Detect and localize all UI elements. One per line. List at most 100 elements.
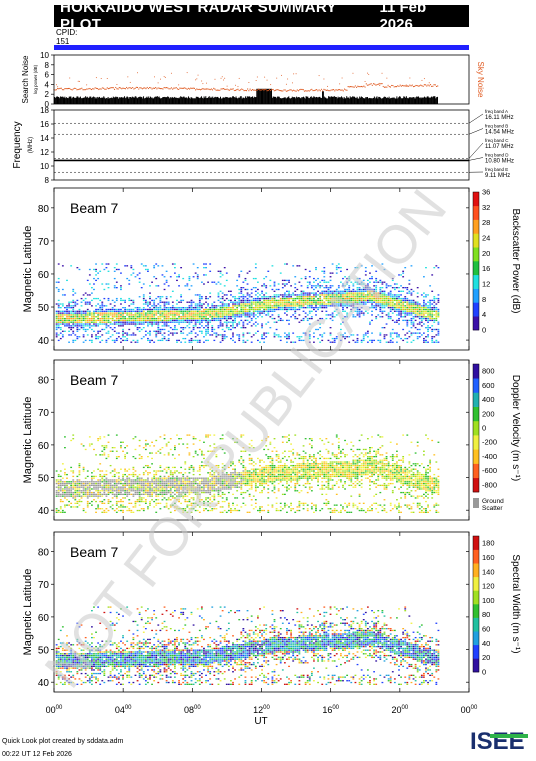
search-noise-bar xyxy=(430,96,432,104)
heatmap-cell xyxy=(427,321,429,323)
sky-noise-point xyxy=(124,88,127,90)
heatmap-cell xyxy=(165,317,168,320)
heatmap-cell xyxy=(88,317,91,320)
search-noise-bar xyxy=(326,98,328,104)
heatmap-cell xyxy=(140,490,143,492)
heatmap-cell xyxy=(188,477,191,479)
heatmap-cell xyxy=(294,276,297,278)
heatmap-cell xyxy=(59,307,62,309)
heatmap-cell xyxy=(184,319,187,322)
heatmap-cell xyxy=(128,334,131,336)
heatmap-cell xyxy=(364,310,367,312)
heatmap-cell xyxy=(232,312,234,314)
heatmap-cell xyxy=(344,290,346,292)
sky-noise-point xyxy=(210,88,212,90)
heatmap-cell xyxy=(97,323,100,325)
heatmap-cell xyxy=(61,495,64,497)
heatmap-cell xyxy=(130,493,133,496)
heatmap-cell xyxy=(306,294,309,296)
heatmap-cell xyxy=(138,488,141,490)
heatmap-cell xyxy=(140,263,143,265)
heatmap-cell xyxy=(321,299,324,302)
heatmap-cell xyxy=(292,292,295,294)
heatmap-cell xyxy=(194,303,197,305)
heatmap-cell xyxy=(78,314,81,316)
search-noise-bar xyxy=(297,97,299,104)
search-noise-bar xyxy=(371,98,373,104)
heatmap-cell xyxy=(435,297,438,300)
sky-noise-point xyxy=(57,87,59,90)
heatmap-cell xyxy=(250,301,253,303)
search-noise-bar xyxy=(168,96,170,104)
heatmap-cell xyxy=(84,303,87,305)
heatmap-cell xyxy=(91,479,93,481)
heatmap-cell xyxy=(188,504,191,506)
heatmap-cell xyxy=(163,490,166,492)
heatmap-cell xyxy=(103,509,106,512)
heatmap-cell xyxy=(167,484,170,487)
heatmap-cell xyxy=(86,504,89,506)
heatmap-cell xyxy=(117,486,120,488)
heatmap-cell xyxy=(398,299,400,302)
heatmap-cell xyxy=(223,330,226,332)
heatmap-cell xyxy=(379,297,382,300)
heatmap-cell xyxy=(196,495,199,497)
heatmap-cell xyxy=(138,445,141,447)
heatmap-cell xyxy=(198,499,201,501)
heatmap-cell xyxy=(169,276,172,278)
heatmap-cell xyxy=(130,511,133,513)
heatmap-cell xyxy=(431,319,434,322)
sky-noise-point xyxy=(101,87,104,89)
heatmap-cell xyxy=(408,299,411,302)
search-noise-bar xyxy=(229,97,231,104)
heatmap-cell xyxy=(180,481,183,483)
heatmap-cell xyxy=(400,290,402,292)
heatmap-cell xyxy=(194,450,197,452)
heatmap-cell xyxy=(188,484,191,487)
heatmap-cell xyxy=(323,292,326,294)
heatmap-cell xyxy=(346,305,349,307)
heatmap-cell xyxy=(418,328,421,331)
heatmap-cell xyxy=(348,292,351,294)
heatmap-cell xyxy=(294,341,297,343)
heatmap-cell xyxy=(263,283,266,285)
heatmap-cell xyxy=(211,334,214,336)
heatmap-cell xyxy=(130,486,133,488)
heatmap-cell xyxy=(435,316,438,318)
heatmap-cell xyxy=(431,316,434,318)
heatmap-cell xyxy=(109,303,112,305)
heatmap-cell xyxy=(238,274,241,276)
heatmap-cell xyxy=(344,303,346,305)
heatmap-cell xyxy=(356,292,359,294)
sky-noise-point xyxy=(196,78,198,80)
sky-noise-point xyxy=(342,90,344,92)
heatmap-cell xyxy=(325,297,328,300)
heatmap-cell xyxy=(80,325,83,327)
heatmap-cell xyxy=(57,475,60,478)
heatmap-cell xyxy=(105,482,108,485)
heatmap-cell xyxy=(263,299,266,302)
heatmap-cell xyxy=(190,312,193,314)
heatmap-cell xyxy=(113,468,116,470)
search-noise-bar xyxy=(314,96,316,104)
heatmap-cell xyxy=(147,305,149,307)
heatmap-cell xyxy=(151,488,153,490)
heatmap-cell xyxy=(124,307,127,309)
heatmap-cell xyxy=(157,486,160,488)
heatmap-cell xyxy=(423,332,425,334)
heatmap-cell xyxy=(157,296,160,298)
search-noise-bar xyxy=(92,96,94,104)
heatmap-cell xyxy=(82,488,85,490)
heatmap-cell xyxy=(155,314,158,316)
heatmap-cell xyxy=(290,305,293,307)
heatmap-cell xyxy=(398,303,400,305)
heatmap-cell xyxy=(269,299,272,302)
heatmap-cell xyxy=(147,268,149,271)
heatmap-cell xyxy=(271,314,274,316)
heatmap-cell xyxy=(375,308,378,311)
heatmap-cell xyxy=(138,454,141,456)
heatmap-cell xyxy=(261,303,263,305)
heatmap-cell xyxy=(117,475,120,478)
heatmap-cell xyxy=(211,316,214,318)
sky-noise-point xyxy=(187,87,189,89)
